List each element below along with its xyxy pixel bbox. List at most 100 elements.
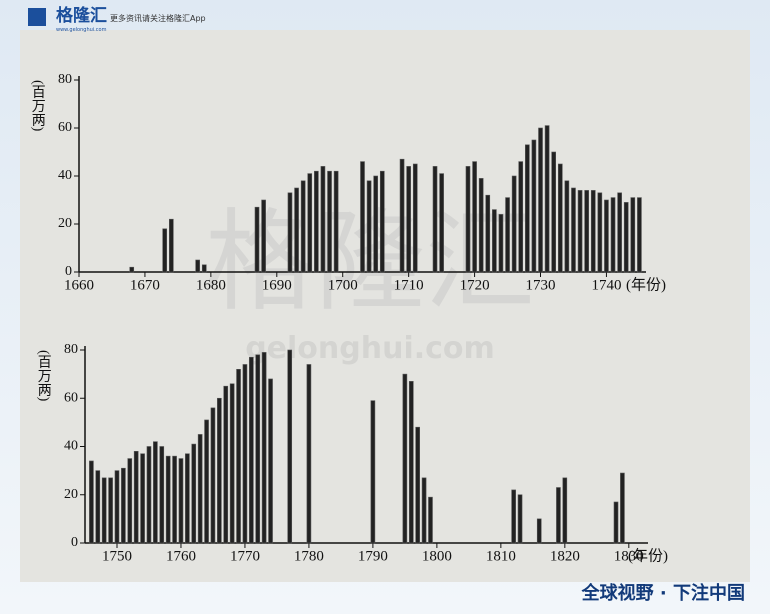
bar bbox=[133, 451, 139, 544]
bar bbox=[127, 458, 133, 544]
y-axis-label: (百万两) bbox=[30, 80, 46, 132]
x-tick-label: 1750 bbox=[102, 549, 132, 565]
x-tick-label: 1770 bbox=[230, 549, 260, 565]
bar bbox=[562, 477, 568, 544]
x-tick-label: 1660 bbox=[64, 278, 94, 294]
bar bbox=[597, 192, 603, 273]
bar bbox=[577, 190, 583, 273]
bar bbox=[95, 470, 101, 544]
bar bbox=[172, 455, 177, 544]
bar bbox=[108, 477, 113, 544]
x-tick-label: 1670 bbox=[130, 278, 160, 294]
bar bbox=[590, 190, 596, 273]
bar bbox=[485, 194, 491, 273]
bar bbox=[223, 385, 229, 544]
bar bbox=[408, 381, 414, 544]
bar bbox=[294, 187, 299, 273]
bar bbox=[327, 170, 332, 273]
y-tick-label: 0 bbox=[65, 264, 72, 279]
bar bbox=[538, 127, 543, 273]
bar bbox=[571, 187, 576, 273]
y-axis-label: (百万两) bbox=[36, 350, 52, 402]
y-tick-label: 80 bbox=[58, 72, 72, 87]
bar bbox=[613, 501, 619, 544]
bar bbox=[492, 209, 497, 273]
bar bbox=[159, 446, 165, 544]
bar bbox=[165, 455, 171, 544]
bar bbox=[518, 161, 524, 273]
footer: 全球视野 · 下注中国 bbox=[581, 582, 745, 604]
x-tick-label: 1690 bbox=[262, 278, 292, 294]
bar bbox=[229, 383, 235, 544]
x-tick-label: 1740 bbox=[591, 278, 621, 294]
bar bbox=[623, 202, 629, 273]
bar bbox=[498, 214, 504, 273]
bar bbox=[604, 199, 609, 273]
x-tick-label: 1710 bbox=[394, 278, 424, 294]
x-tick-label: 1680 bbox=[196, 278, 226, 294]
bar bbox=[399, 158, 405, 273]
bar bbox=[204, 419, 209, 544]
bar bbox=[242, 364, 248, 544]
x-tick-label: 1780 bbox=[294, 549, 324, 565]
bar bbox=[511, 175, 517, 273]
bar bbox=[505, 197, 510, 273]
logo-icon bbox=[28, 8, 46, 26]
bar bbox=[287, 349, 293, 544]
bar bbox=[129, 266, 135, 273]
y-tick-label: 40 bbox=[64, 439, 78, 454]
bar bbox=[584, 190, 589, 273]
bar bbox=[236, 368, 241, 544]
x-tick-label: 1820 bbox=[550, 549, 580, 565]
bar bbox=[287, 192, 293, 273]
bar bbox=[620, 472, 625, 544]
bar bbox=[472, 161, 477, 273]
bar bbox=[201, 264, 207, 273]
bar bbox=[197, 434, 203, 544]
bar bbox=[402, 373, 408, 544]
bar bbox=[465, 166, 471, 273]
bar bbox=[406, 166, 411, 273]
bar bbox=[254, 206, 260, 273]
bar bbox=[517, 494, 523, 544]
bar bbox=[153, 441, 158, 544]
y-tick-label: 80 bbox=[64, 342, 78, 357]
x-tick-label: 1790 bbox=[358, 549, 388, 565]
x-tick-label: 1800 bbox=[422, 549, 452, 565]
bar bbox=[415, 426, 420, 544]
bar bbox=[162, 228, 168, 273]
bar bbox=[531, 139, 537, 273]
bar bbox=[300, 180, 306, 273]
bar bbox=[551, 151, 556, 273]
bar bbox=[478, 178, 484, 273]
x-tick-label: 1760 bbox=[166, 549, 196, 565]
bar bbox=[366, 180, 372, 273]
bar bbox=[320, 166, 326, 273]
bar bbox=[114, 470, 120, 544]
bar bbox=[428, 496, 433, 544]
bar bbox=[610, 197, 616, 273]
x-axis-label: (年份) bbox=[628, 548, 668, 565]
x-axis-label: (年份) bbox=[626, 277, 666, 294]
bar bbox=[210, 407, 216, 544]
y-tick-label: 20 bbox=[64, 487, 78, 502]
bar bbox=[333, 170, 339, 273]
bar bbox=[306, 364, 312, 544]
bar bbox=[421, 477, 427, 544]
bar bbox=[432, 166, 438, 273]
x-tick-label: 1810 bbox=[486, 549, 516, 565]
bar bbox=[557, 163, 563, 273]
bar bbox=[261, 352, 267, 544]
watermark-url: gelonghui.com bbox=[245, 331, 495, 366]
bar bbox=[146, 446, 152, 544]
bar bbox=[178, 458, 184, 544]
bar bbox=[511, 489, 516, 544]
bar bbox=[140, 453, 145, 544]
bar bbox=[249, 356, 254, 544]
x-tick-label: 1720 bbox=[460, 278, 490, 294]
slogan: 更多资讯请关注格隆汇App bbox=[110, 13, 206, 23]
y-tick-label: 20 bbox=[58, 216, 72, 231]
bar bbox=[630, 197, 636, 273]
